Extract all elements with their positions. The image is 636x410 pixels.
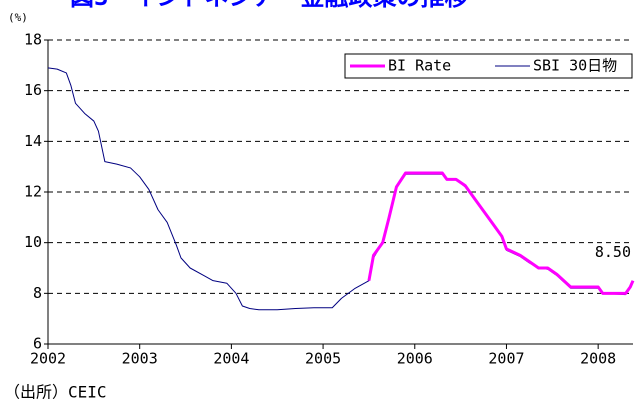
source: （出所）CEIC xyxy=(4,383,107,402)
y-tick-label: 12 xyxy=(24,183,42,201)
y-tick-label: 6 xyxy=(33,335,42,353)
y-tick-label: 8 xyxy=(33,284,42,302)
x-tick-label: 2004 xyxy=(213,350,249,368)
y-tick-label: 10 xyxy=(24,233,42,251)
annotation: 8.50 xyxy=(595,243,631,261)
chart-title: 図3 インドネシア 金融政策の推移 xyxy=(70,0,468,11)
y-tick-label: 16 xyxy=(24,81,42,99)
x-tick-label: 2005 xyxy=(305,350,341,368)
legend-box xyxy=(344,53,633,79)
x-tick-label: 2006 xyxy=(397,350,433,368)
y-tick-label: 18 xyxy=(24,31,42,49)
x-tick-label: 2007 xyxy=(488,350,524,368)
line-series xyxy=(47,67,626,311)
line-series xyxy=(367,171,635,295)
x-tick-label: 2008 xyxy=(580,350,616,368)
x-tick-label: 2002 xyxy=(30,350,66,368)
legend-label: BI Rate xyxy=(388,57,451,75)
x-tick-label: 2003 xyxy=(122,350,158,368)
legend-label: SBI 30日物 xyxy=(533,57,617,75)
y-unit: (%) xyxy=(8,11,28,24)
y-tick-label: 14 xyxy=(24,132,42,150)
